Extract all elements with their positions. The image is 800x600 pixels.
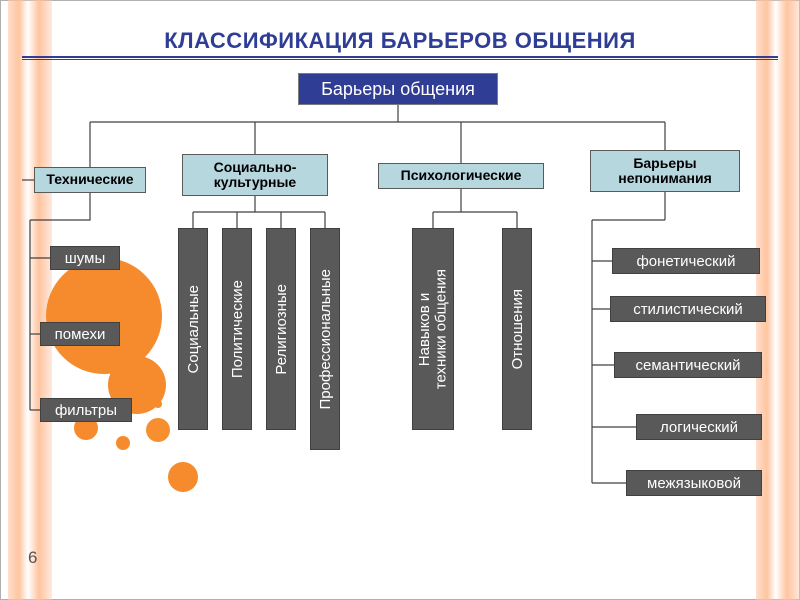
- decorative-circle: [168, 462, 198, 492]
- root-label: Барьеры общения: [321, 79, 475, 100]
- misund-item-3: логический: [636, 414, 762, 440]
- misund-item-0: фонетический: [612, 248, 760, 274]
- technical-item-filter: фильтры: [40, 398, 132, 422]
- technical-item-noise: шумы: [50, 246, 120, 270]
- technical-item-interf: помехи: [40, 322, 120, 346]
- psych-item-1: Отношения: [502, 228, 532, 430]
- social-item-1: Политические: [222, 228, 252, 430]
- decorative-circle: [116, 436, 130, 450]
- root-node: Барьеры общения: [298, 73, 498, 105]
- page-number: 6: [28, 548, 37, 568]
- title-underline: [22, 56, 778, 60]
- misund-item-1: стилистический: [610, 296, 766, 322]
- page-title: КЛАССИФИКАЦИЯ БАРЬЕРОВ ОБЩЕНИЯ: [0, 28, 800, 54]
- social-item-0: Социальные: [178, 228, 208, 430]
- decorative-stripe-left: [8, 0, 52, 600]
- misund-item-2: семантический: [614, 352, 762, 378]
- decorative-circle: [146, 418, 170, 442]
- psych-item-0: Навыков и техники общения: [412, 228, 454, 430]
- decorative-circle: [154, 400, 162, 408]
- misund-item-4: межязыковой: [626, 470, 762, 496]
- category-psych: Психологические: [378, 163, 544, 189]
- social-item-3: Профессиональные: [310, 228, 340, 450]
- social-item-2: Религиозные: [266, 228, 296, 430]
- category-social: Социально- культурные: [182, 154, 328, 196]
- category-misund: Барьеры непонимания: [590, 150, 740, 192]
- category-technical: Технические: [34, 167, 146, 193]
